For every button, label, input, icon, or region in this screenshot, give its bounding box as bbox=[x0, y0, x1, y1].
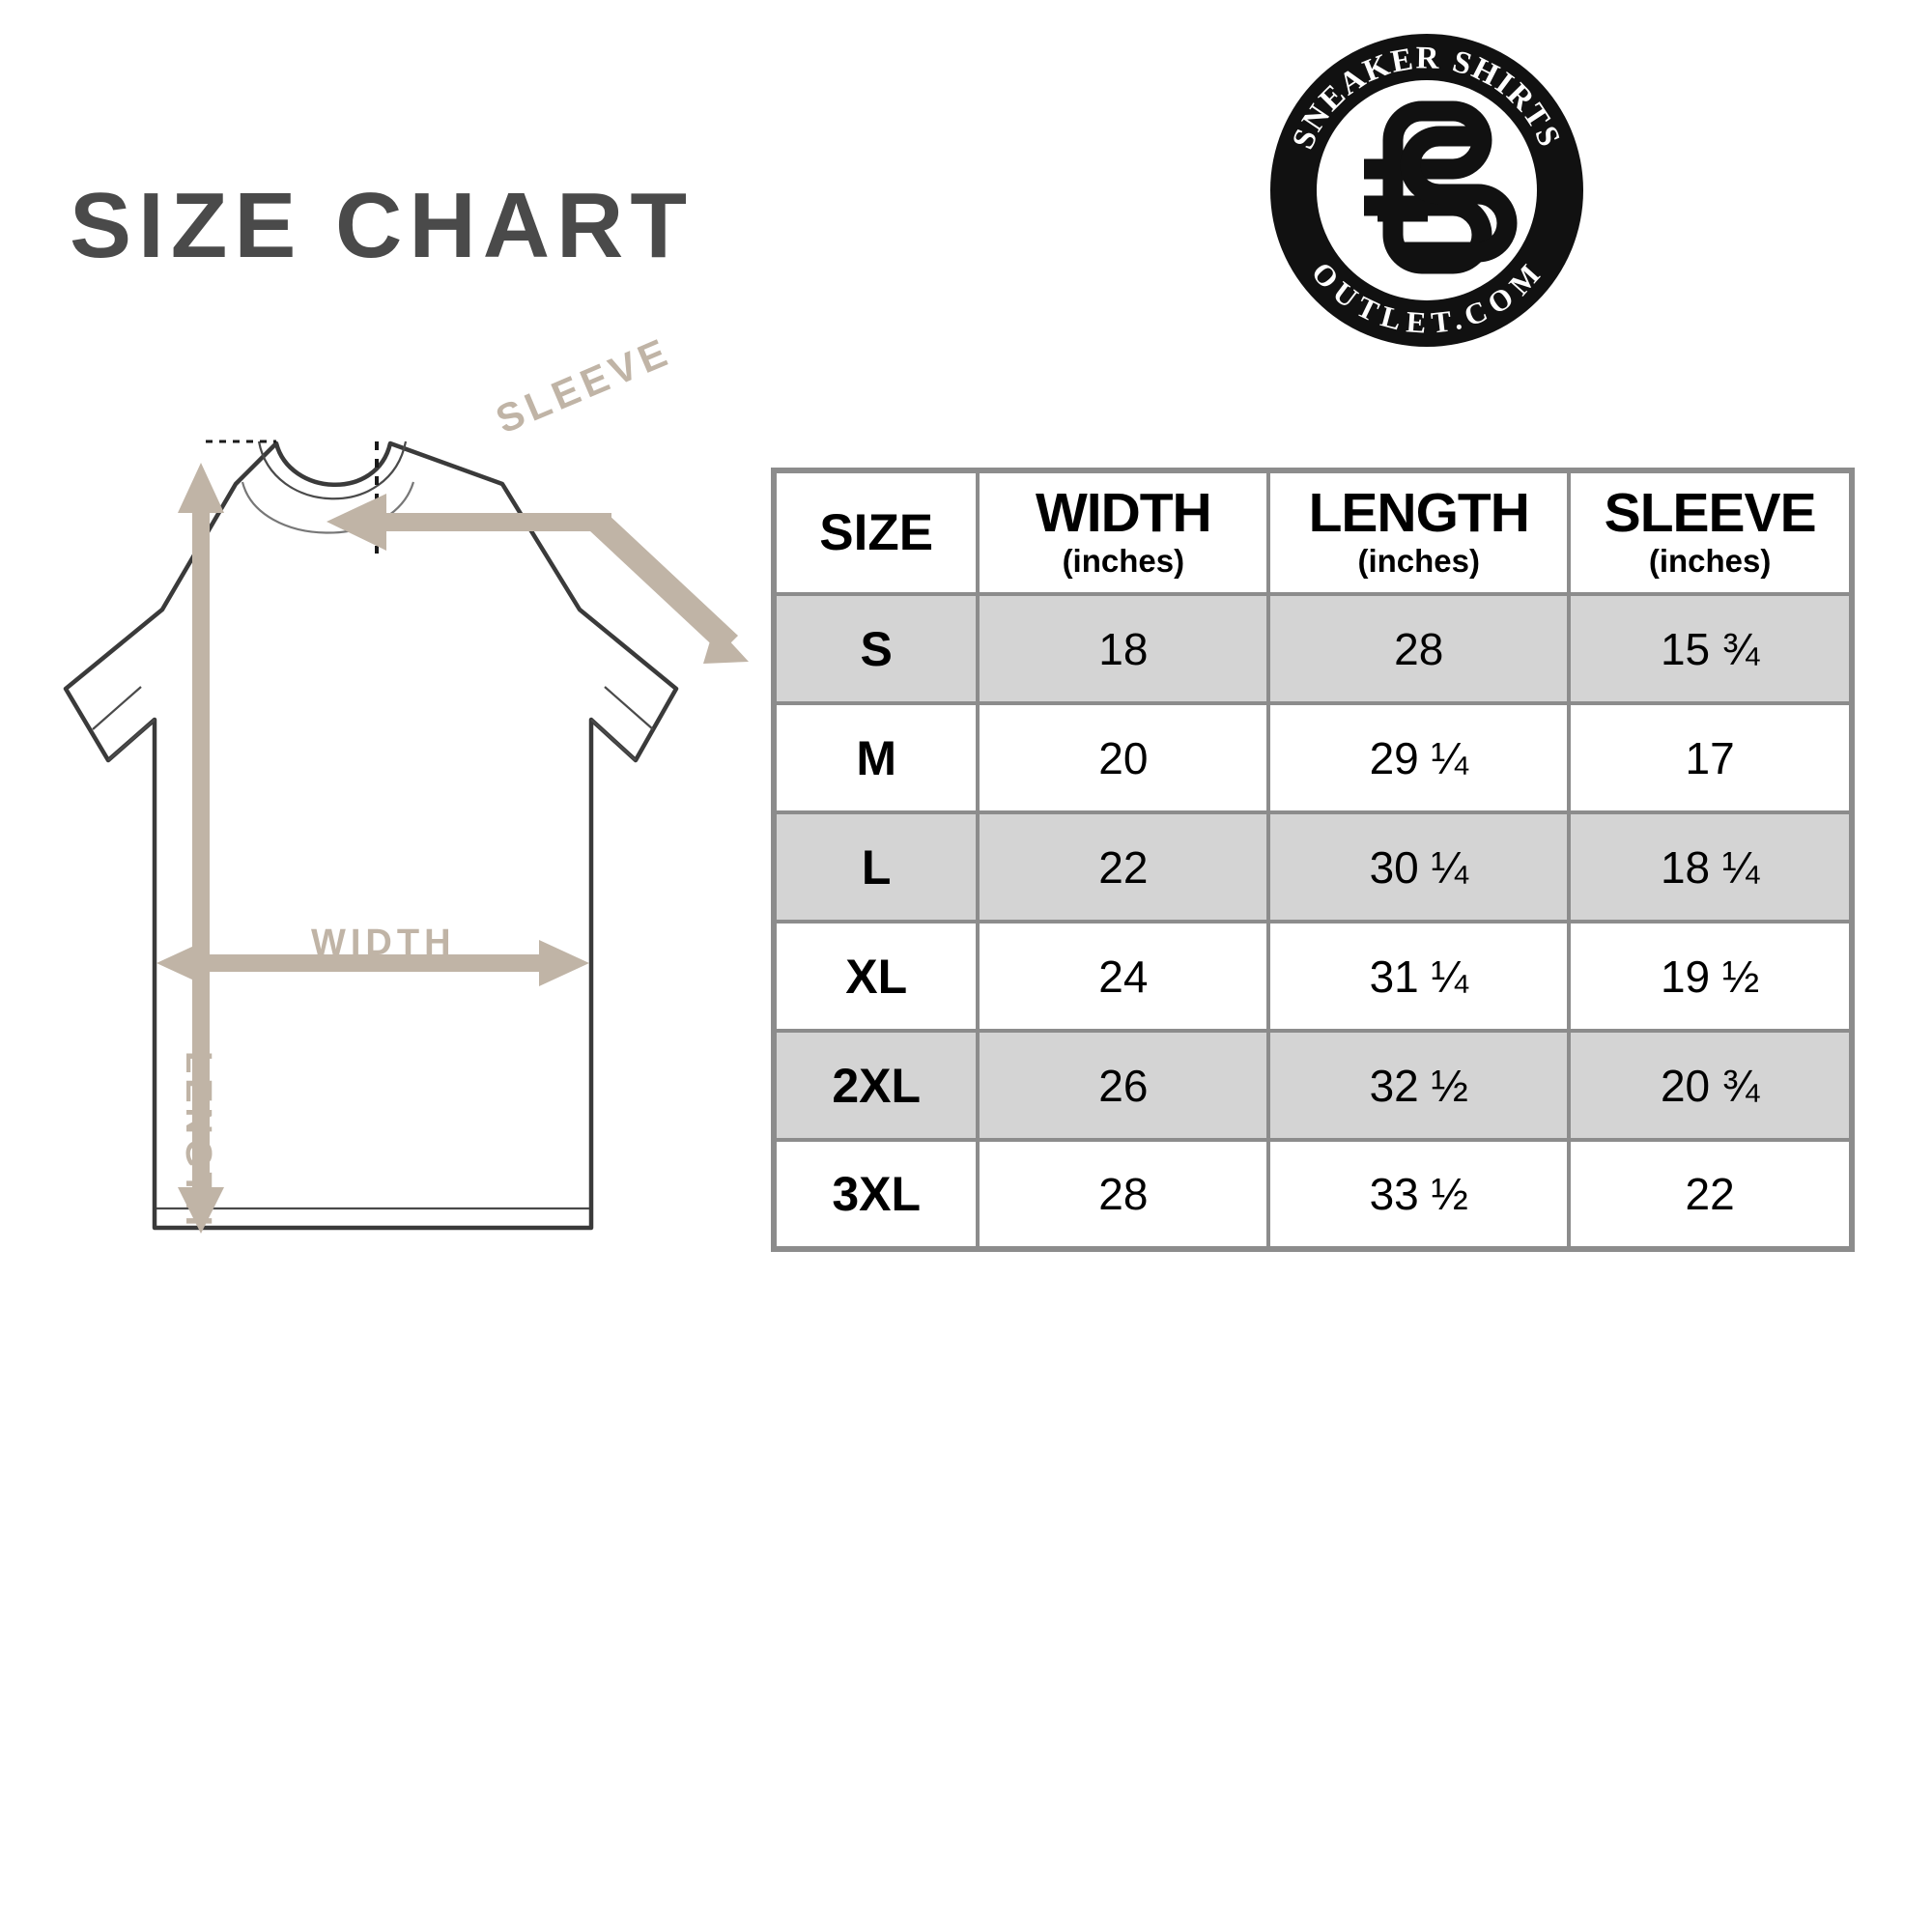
column-header-width-main: WIDTH bbox=[1035, 482, 1212, 545]
length-label: LENGTH bbox=[178, 1051, 218, 1232]
column-header-length-units: (inches) bbox=[1357, 543, 1481, 580]
table-row: S 18 28 15 ¾ bbox=[771, 592, 1854, 705]
column-header-size-main: SIZE bbox=[819, 504, 934, 561]
shirt-outline bbox=[63, 440, 679, 1231]
cell-sleeve: 15 ¾ bbox=[1567, 592, 1854, 705]
column-header-sleeve-units: (inches) bbox=[1648, 543, 1772, 580]
cell-size: L bbox=[771, 810, 980, 923]
column-header-length-main: LENGTH bbox=[1308, 482, 1530, 545]
cell-length: 33 ½ bbox=[1266, 1138, 1572, 1251]
cell-length: 30 ¼ bbox=[1266, 810, 1572, 923]
cell-size: 2XL bbox=[771, 1029, 980, 1142]
brand-logo: SNEAKER SHIRTS OUTLET.COM bbox=[1264, 27, 1590, 354]
cell-size: XL bbox=[771, 920, 980, 1033]
column-header-sleeve: SLEEVE (inches) bbox=[1567, 469, 1854, 596]
page-title: SIZE CHART bbox=[70, 174, 694, 277]
cell-width: 22 bbox=[976, 810, 1271, 923]
cell-width: 26 bbox=[976, 1029, 1271, 1142]
column-header-size: SIZE bbox=[771, 469, 980, 596]
table-row: XL 24 31 ¼ 19 ½ bbox=[771, 920, 1854, 1033]
cell-sleeve: 19 ½ bbox=[1567, 920, 1854, 1033]
table-row: 3XL 28 33 ½ 22 bbox=[771, 1138, 1854, 1251]
table-row: 2XL 26 32 ½ 20 ¾ bbox=[771, 1029, 1854, 1142]
cell-width: 18 bbox=[976, 592, 1271, 705]
length-arrow bbox=[178, 463, 224, 1234]
column-header-width-units: (inches) bbox=[1062, 543, 1185, 580]
cell-sleeve: 20 ¾ bbox=[1567, 1029, 1854, 1142]
cell-length: 32 ½ bbox=[1266, 1029, 1572, 1142]
logo-monogram-ss bbox=[1364, 100, 1518, 274]
column-header-width: WIDTH (inches) bbox=[976, 469, 1271, 596]
cell-length: 28 bbox=[1266, 592, 1572, 705]
cell-width: 28 bbox=[976, 1138, 1271, 1251]
cell-width: 20 bbox=[976, 701, 1271, 814]
cell-sleeve: 17 bbox=[1567, 701, 1854, 814]
sleeve-arrow bbox=[327, 494, 749, 664]
cell-size: S bbox=[771, 592, 980, 705]
table-header-row: SIZE WIDTH (inches) LENGTH (inches) SLEE… bbox=[771, 469, 1854, 596]
cell-length: 29 ¼ bbox=[1266, 701, 1572, 814]
cell-size: 3XL bbox=[771, 1138, 980, 1251]
column-header-length: LENGTH (inches) bbox=[1266, 469, 1572, 596]
cell-sleeve: 22 bbox=[1567, 1138, 1854, 1251]
cell-length: 31 ¼ bbox=[1266, 920, 1572, 1033]
size-chart-table: SIZE WIDTH (inches) LENGTH (inches) SLEE… bbox=[771, 468, 1855, 1252]
t-shirt-diagram bbox=[0, 382, 773, 1275]
table-row: M 20 29 ¼ 17 bbox=[771, 701, 1854, 814]
cell-size: M bbox=[771, 701, 980, 814]
column-header-sleeve-main: SLEEVE bbox=[1604, 482, 1817, 545]
width-label: WIDTH bbox=[311, 923, 456, 963]
cell-width: 24 bbox=[976, 920, 1271, 1033]
table-row: L 22 30 ¼ 18 ¼ bbox=[771, 810, 1854, 923]
cell-sleeve: 18 ¼ bbox=[1567, 810, 1854, 923]
